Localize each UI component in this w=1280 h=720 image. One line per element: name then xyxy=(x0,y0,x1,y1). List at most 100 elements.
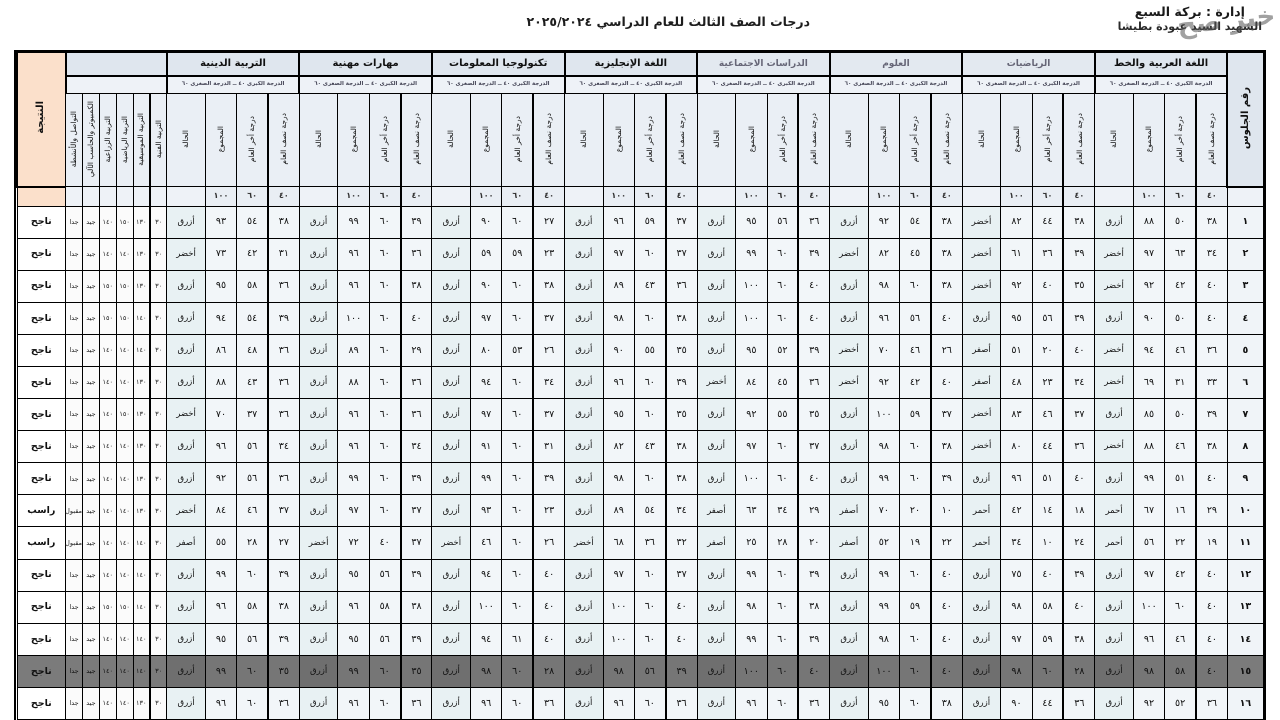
mark-total-7: ٩٩ xyxy=(204,654,238,688)
mark-total-1: ٩٨ xyxy=(1000,654,1033,688)
activity-value-4: جيد xyxy=(81,269,100,303)
mark-endyear-6: ٦٠ xyxy=(368,686,402,720)
mark-status-0: أزرق xyxy=(1094,558,1134,592)
mark-status-3: أزرق xyxy=(696,558,737,592)
max-total-5: ١٠٠ xyxy=(470,186,503,207)
mark-midyear-3: ٣٦ xyxy=(797,365,831,400)
mark-endyear-1: ٤٤ xyxy=(1031,430,1064,464)
activity-value-3: ١٥٠ xyxy=(98,269,117,303)
subject-group-4: اللغة الإنجليزية xyxy=(563,52,698,77)
max-total-3: ١٠٠ xyxy=(735,186,768,207)
mark-midyear-6: ٣٦ xyxy=(399,686,433,720)
mark-midyear-6: ٣٩ xyxy=(399,205,433,239)
mark-total-4: ١٠٠ xyxy=(602,590,635,624)
mark-status-2: أزرق xyxy=(829,269,869,303)
activity-header-2: التربية الرياضية xyxy=(115,93,134,187)
mark-status-6: أزرق xyxy=(298,494,339,528)
mark-status-0: أزرق xyxy=(1094,301,1134,335)
activity-value-0: ٣٠ xyxy=(148,237,168,271)
mark-midyear-7: ٣٥ xyxy=(266,654,300,688)
activity-value-3: ١٤٠ xyxy=(98,430,117,464)
mark-status-2: أخضر xyxy=(829,333,869,367)
max-endyear-1: ٦٠ xyxy=(1031,186,1064,207)
mark-midyear-0: ٣٨ xyxy=(1195,430,1228,464)
mark-endyear-0: ٢٢ xyxy=(1164,526,1197,560)
activity-value-0: ٣٠ xyxy=(148,430,168,464)
mark-total-6: ٩٩ xyxy=(337,462,370,496)
mark-midyear-1: ١٨ xyxy=(1062,494,1096,528)
mark-total-7: ٩٩ xyxy=(204,558,238,592)
seat-number: ٣ xyxy=(1226,269,1264,303)
mark-status-1: أخضر xyxy=(961,269,1002,303)
activity-value-4: جيد xyxy=(81,590,100,624)
activity-value-3: ١٤٠ xyxy=(98,622,117,656)
mark-status-4: أزرق xyxy=(564,237,604,271)
result-value: ناجح xyxy=(16,590,67,624)
mark-midyear-7: ٣٦ xyxy=(266,269,300,303)
mark-endyear-0: ٦٠ xyxy=(1164,590,1197,624)
mark-status-2: أزرق xyxy=(829,430,869,464)
mark-endyear-1: ٣٦ xyxy=(1031,237,1064,271)
mark-midyear-2: ٤٠ xyxy=(929,590,963,624)
activity-value-1: ١٣٠ xyxy=(132,462,151,496)
activity-value-4: جيد xyxy=(81,205,100,239)
mark-endyear-4: ٦٠ xyxy=(633,365,667,400)
activity-max-4 xyxy=(81,186,100,207)
max-midyear-5: ٤٠ xyxy=(532,186,566,207)
mark-total-4: ٩٠ xyxy=(602,333,635,367)
sub-midyear-7: درجة نصف العام xyxy=(266,93,300,187)
result-value: ناجح xyxy=(16,430,67,464)
mark-total-4: ٩٨ xyxy=(602,462,635,496)
mark-midyear-1: ٣٨ xyxy=(1062,205,1096,239)
mark-midyear-7: ٣٦ xyxy=(266,365,300,400)
grades-table-container: رقم الجلوس اللغة العربية والخط الرياضيات ال… xyxy=(14,50,1266,720)
mark-endyear-5: ٦٠ xyxy=(501,462,534,496)
mark-midyear-4: ٣٦ xyxy=(664,269,698,303)
max-midyear-3: ٤٠ xyxy=(797,186,831,207)
table-row: ٥ ٣٦ ٤٦ ٩٤ أخضر ٤٠ ٢٠ ٥١ أصفر ٢٦ ٤٦ ٧٠ أخضر ٣٩ ٥٢ ٩٥ أزر… xyxy=(16,333,1264,367)
mark-total-7: ٧٣ xyxy=(204,237,238,271)
sub-midyear-2: درجة نصف العام xyxy=(929,93,963,187)
mark-total-1: ٩٢ xyxy=(1000,269,1033,303)
mark-endyear-2: ٤٦ xyxy=(899,333,932,367)
mark-endyear-4: ٦٠ xyxy=(633,398,667,432)
activity-value-3: ١٥٠ xyxy=(98,590,117,624)
mark-total-5: ٩٠ xyxy=(470,269,503,303)
mark-midyear-1: ٣٨ xyxy=(1062,622,1096,656)
mark-status-0: أخضر xyxy=(1094,269,1134,303)
activity-header-0: التربية الفنية xyxy=(148,93,168,187)
mark-status-0: أزرق xyxy=(1094,654,1134,688)
mark-endyear-6: ٥٦ xyxy=(368,622,402,656)
subject-group-5: تكنولوجيا المعلومات xyxy=(430,52,566,77)
mark-midyear-7: ٣٦ xyxy=(266,686,300,720)
mark-status-2: أصفر xyxy=(829,494,869,528)
mark-total-6: ٩٦ xyxy=(337,237,370,271)
mark-endyear-5: ٦٠ xyxy=(501,654,534,688)
activity-value-3: ١٤٠ xyxy=(98,365,117,400)
mark-status-3: أزرق xyxy=(696,686,737,720)
mark-status-1: أحمر xyxy=(961,526,1002,560)
mark-midyear-5: ٣٨ xyxy=(532,269,566,303)
mark-status-7: أزرق xyxy=(166,365,206,400)
mark-total-4: ٩٨ xyxy=(602,301,635,335)
mark-status-2: أزرق xyxy=(829,301,869,335)
activity-value-4: جيد xyxy=(81,237,100,271)
mark-midyear-3: ٣٩ xyxy=(797,558,831,592)
mark-status-7: أخضر xyxy=(166,494,206,528)
mark-endyear-6: ٦٠ xyxy=(368,398,402,432)
mark-midyear-5: ٤٠ xyxy=(532,622,566,656)
mark-endyear-6: ٦٠ xyxy=(368,237,402,271)
sub-midyear-0: درجة نصف العام xyxy=(1195,93,1228,187)
mark-midyear-1: ٢٨ xyxy=(1062,654,1096,688)
mark-status-7: أخضر xyxy=(166,398,206,432)
mark-midyear-0: ٢٩ xyxy=(1195,494,1228,528)
mark-midyear-2: ٣٧ xyxy=(929,398,963,432)
sub-status-4: الحالة xyxy=(564,93,604,187)
mark-status-3: أخضر xyxy=(696,365,737,400)
mark-endyear-2: ٥٩ xyxy=(899,590,932,624)
mark-endyear-7: ٤٢ xyxy=(236,237,269,271)
mark-status-6: أزرق xyxy=(298,590,339,624)
max-status-1 xyxy=(961,186,1002,207)
mark-midyear-0: ٤٠ xyxy=(1195,622,1228,656)
activity-header-5: التواصل والأنشطة xyxy=(65,93,83,187)
